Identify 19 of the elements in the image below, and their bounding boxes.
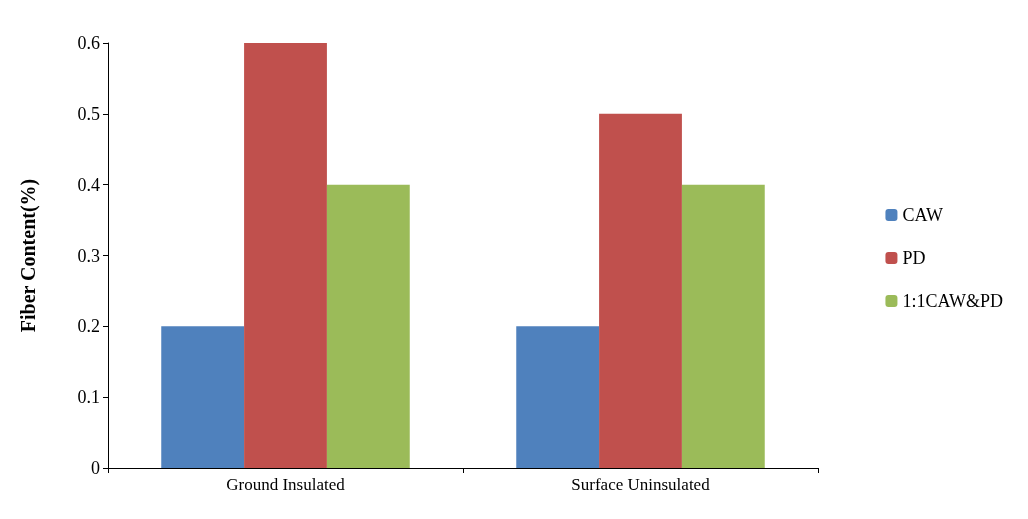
legend-label: 1:1CAW&PD	[902, 291, 1004, 311]
y-tick-label: 0.3	[77, 245, 100, 266]
bar	[161, 326, 245, 468]
bar	[516, 326, 600, 468]
bar	[244, 43, 327, 468]
bar	[599, 113, 682, 468]
y-tick-label: 0.2	[77, 316, 100, 337]
x-tick-label: Surface Uninsulated	[571, 475, 711, 494]
y-tick-label: 0	[91, 458, 100, 478]
y-axis-title: Fiber Content(%)	[17, 178, 40, 333]
bar	[681, 184, 765, 468]
x-tick-label: Ground Insulated	[226, 475, 346, 494]
y-tick-label: 0.6	[77, 33, 100, 53]
y-tick-label: 0.4	[77, 174, 100, 195]
y-tick-label: 0.1	[77, 387, 100, 408]
bar	[326, 184, 410, 468]
legend-label: PD	[902, 248, 926, 268]
legend-label: CAW	[902, 205, 943, 225]
y-tick-label: 0.5	[77, 103, 100, 124]
